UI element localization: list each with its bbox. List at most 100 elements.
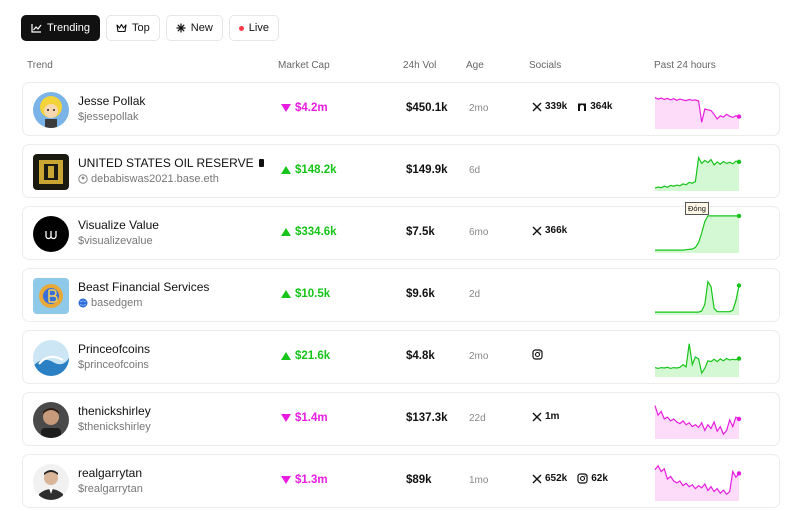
age: 6d (469, 165, 481, 176)
tooltip: Đóng (685, 202, 709, 215)
age: 2d (469, 289, 481, 300)
arrow-up-icon (281, 228, 291, 236)
market-cap: $148.2k (281, 164, 337, 176)
token-name[interactable]: Jesse Pollak (78, 94, 146, 108)
tab-new[interactable]: New (165, 15, 223, 41)
sparkline-endpoint (736, 213, 742, 219)
handle-text: debabiswas2021.base.eth (91, 173, 219, 185)
header-past-24h: Past 24 hours (654, 60, 716, 71)
market-cap: $10.5k (281, 288, 330, 300)
price-sparkline (655, 279, 742, 315)
token-name[interactable]: realgarrytan (78, 466, 143, 480)
avatar (33, 216, 69, 252)
social-x[interactable]: 339k (532, 101, 567, 112)
token-name[interactable]: Beast Financial Services (78, 280, 210, 294)
social-farcaster[interactable]: 364k (577, 101, 613, 112)
arrow-down-icon (281, 476, 291, 484)
handle-text: $thenickshirley (78, 421, 151, 433)
avatar (33, 464, 69, 500)
social-count: 62k (591, 473, 608, 484)
arrow-up-icon (281, 352, 291, 360)
table-row[interactable]: Princeofcoins $princeofcoins $21.6k $4.8… (22, 330, 780, 384)
social-count: 364k (590, 101, 613, 112)
token-handle: $visualizevalue (78, 235, 153, 247)
token-handle: $thenickshirley (78, 421, 151, 433)
price-sparkline (654, 405, 742, 439)
table-row[interactable]: thenickshirley $thenickshirley $1.4m $13… (22, 392, 780, 446)
sparkline-endpoint (736, 356, 742, 361)
arrow-down-icon (281, 104, 291, 112)
farcaster-icon (578, 103, 587, 111)
token-name[interactable]: UNITED STATES OIL RESERVE (78, 156, 264, 170)
sparkline-endpoint (736, 416, 742, 422)
tab-live[interactable]: Live (228, 15, 279, 41)
avatar (33, 92, 69, 128)
avatar (33, 154, 69, 190)
volume: $89k (406, 474, 432, 486)
sparkline-line (654, 464, 740, 496)
sparkline-area (655, 281, 739, 315)
market-cap-value: $148.2k (295, 164, 337, 176)
market-cap: $1.3m (281, 474, 328, 486)
arrow-up-icon (281, 166, 291, 174)
volume: $149.9k (406, 164, 448, 176)
market-cap-value: $334.6k (295, 226, 337, 238)
token-name[interactable]: Visualize Value (78, 218, 159, 232)
social-count: 366k (545, 225, 568, 236)
chart-line-icon (31, 23, 42, 33)
table-row[interactable]: realgarrytan $realgarrytan $1.3m $89k 1m… (22, 454, 780, 508)
market-cap-value: $1.3m (295, 474, 328, 486)
tab-top[interactable]: Top (106, 15, 160, 41)
market-cap: $4.2m (281, 102, 328, 114)
age: 2mo (469, 351, 489, 362)
token-handle: $jessepollak (78, 111, 139, 123)
social-count: 339k (545, 101, 568, 112)
handle-text: basedgem (91, 297, 143, 309)
tab-label: Top (132, 22, 150, 34)
social-x[interactable]: 652k (532, 473, 567, 484)
social-x[interactable]: 366k (532, 225, 567, 236)
sparkline-line (654, 405, 740, 436)
header-trend: Trend (27, 60, 53, 71)
avatar (33, 278, 69, 314)
table-row[interactable]: Jesse Pollak $jessepollak $4.2m $450.1k … (22, 82, 780, 136)
price-sparkline (654, 343, 742, 377)
sparkline-area (655, 97, 739, 129)
sparkline-area (655, 157, 739, 191)
socials: 339k 364k (532, 101, 619, 112)
sparkline-line (655, 215, 739, 251)
x-icon (532, 226, 542, 235)
volume: $4.8k (406, 350, 435, 362)
social-instagram[interactable] (532, 349, 543, 360)
socials (532, 349, 549, 360)
social-x[interactable]: 1m (532, 411, 559, 422)
table-row[interactable]: Visualize Value $visualizevalue $334.6k … (22, 206, 780, 260)
sparkline-line (654, 97, 740, 123)
table-row[interactable]: UNITED STATES OIL RESERVE debabiswas2021… (22, 144, 780, 198)
header-socials: Socials (529, 60, 562, 71)
filter-tabs: Trending Top New Live (21, 15, 279, 41)
header-volume: 24h Vol (403, 60, 437, 71)
tab-trending[interactable]: Trending (21, 15, 101, 41)
socials: 1m (532, 411, 565, 422)
tab-label: Live (248, 22, 269, 34)
table-row[interactable]: Beast Financial Services basedgem $10.5k… (22, 268, 780, 322)
handle-text: $visualizevalue (78, 235, 153, 247)
handle-text: $jessepollak (78, 111, 139, 123)
token-name[interactable]: thenickshirley (78, 404, 151, 418)
arrow-down-icon (281, 414, 291, 422)
sparkline-line (654, 343, 740, 375)
user-circle-icon (78, 174, 88, 184)
age: 6mo (469, 227, 489, 238)
sparkline-area (655, 215, 739, 253)
sparkline-area (655, 405, 739, 439)
market-cap-value: $4.2m (295, 102, 328, 114)
age: 22d (469, 413, 486, 424)
market-cap-value: $1.4m (295, 412, 328, 424)
token-name[interactable]: Princeofcoins (78, 342, 151, 356)
instagram-icon (532, 349, 543, 360)
handle-text: $realgarrytan (78, 483, 143, 495)
token-handle: $princeofcoins (78, 359, 149, 371)
x-icon (532, 474, 542, 483)
social-instagram[interactable]: 62k (577, 473, 608, 484)
